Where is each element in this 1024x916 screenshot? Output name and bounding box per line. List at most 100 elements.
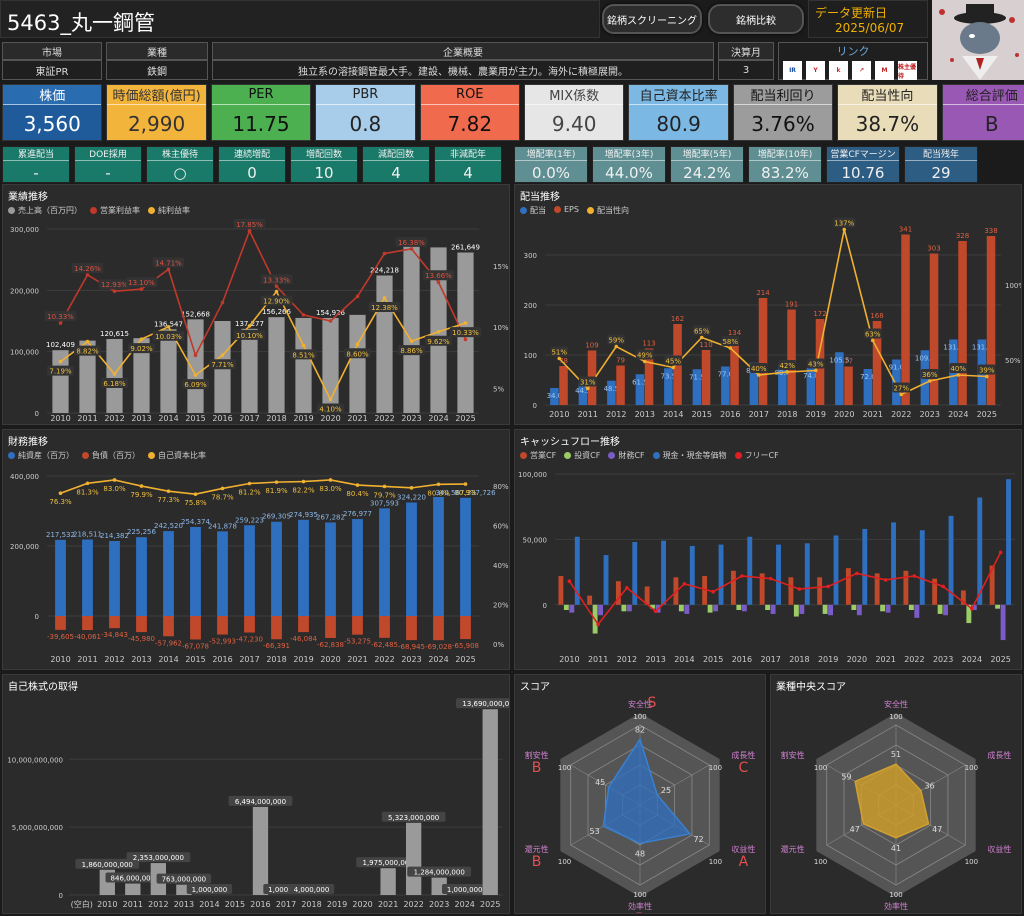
eps-bar[interactable] [559, 366, 568, 405]
eps-bar[interactable] [730, 338, 739, 405]
equity-bar[interactable] [136, 537, 147, 616]
debt-bar[interactable] [352, 616, 363, 635]
investing-cf-bar[interactable] [678, 604, 684, 612]
link-icon-4[interactable]: M [875, 61, 894, 80]
investing-cf-bar[interactable] [736, 604, 742, 610]
financing-cf-bar[interactable] [598, 604, 604, 616]
financing-cf-bar[interactable] [971, 604, 977, 610]
operating-cf-bar[interactable] [730, 570, 736, 605]
dividend-bar[interactable] [778, 364, 787, 405]
investing-cf-bar[interactable] [621, 604, 627, 612]
sales-bar[interactable] [295, 317, 312, 413]
debt-bar[interactable] [163, 616, 174, 637]
financing-cf-bar[interactable] [856, 604, 862, 616]
debt-bar[interactable] [433, 616, 444, 641]
dividend-bar[interactable] [721, 366, 730, 406]
investing-cf-bar[interactable] [650, 604, 656, 609]
buyback-bar[interactable] [252, 806, 269, 895]
investing-cf-bar[interactable] [793, 604, 799, 617]
cash-bar[interactable] [804, 543, 810, 605]
eps-bar[interactable] [616, 365, 625, 406]
eps-bar[interactable] [901, 234, 910, 406]
cash-bar[interactable] [689, 545, 695, 605]
financing-cf-bar[interactable] [741, 604, 747, 612]
financing-cf-bar[interactable] [828, 604, 834, 616]
cash-bar[interactable] [574, 536, 580, 605]
dividend-bar[interactable] [664, 368, 673, 405]
investing-cf-bar[interactable] [880, 604, 886, 612]
equity-bar[interactable] [190, 526, 201, 616]
financing-cf-bar[interactable] [914, 604, 920, 618]
equity-bar[interactable] [55, 539, 66, 616]
dividend-bar[interactable] [749, 362, 759, 405]
operating-cf-bar[interactable] [989, 565, 995, 605]
debt-bar[interactable] [460, 616, 471, 640]
financing-cf-bar[interactable] [799, 604, 805, 614]
debt-bar[interactable] [55, 616, 66, 630]
dividend-bar[interactable] [892, 359, 901, 406]
debt-bar[interactable] [244, 616, 255, 633]
investing-cf-bar[interactable] [851, 604, 857, 610]
equity-bar[interactable] [406, 502, 417, 616]
operating-cf-bar[interactable] [702, 576, 708, 605]
sales-bar[interactable] [349, 314, 366, 413]
sales-bar[interactable] [106, 339, 123, 413]
eps-bar[interactable] [844, 366, 853, 406]
buyback-bar[interactable] [125, 883, 141, 895]
cash-bar[interactable] [833, 535, 839, 605]
eps-bar[interactable] [986, 236, 996, 405]
equity-bar[interactable] [271, 521, 282, 616]
sales-bar[interactable] [160, 329, 177, 413]
financing-cf-bar[interactable] [943, 604, 949, 616]
link-icon-1[interactable]: Y [806, 61, 825, 80]
cash-bar[interactable] [747, 536, 753, 605]
eps-bar[interactable] [787, 309, 796, 406]
equity-bar[interactable] [460, 497, 471, 616]
sales-bar[interactable] [403, 245, 420, 413]
cash-bar[interactable] [718, 544, 724, 605]
financing-cf-bar[interactable] [684, 604, 690, 614]
screening-button[interactable]: 銘柄スクリーニング [602, 4, 702, 34]
cash-bar[interactable] [776, 544, 781, 605]
sales-bar[interactable] [133, 338, 150, 413]
operating-cf-bar[interactable] [587, 595, 593, 605]
financing-cf-bar[interactable] [885, 604, 891, 613]
dividend-bar[interactable] [863, 369, 873, 405]
investing-cf-bar[interactable] [937, 604, 943, 614]
buyback-bar[interactable] [405, 822, 422, 895]
dividend-bar[interactable] [692, 369, 702, 405]
financing-cf-bar[interactable] [1000, 604, 1006, 641]
operating-cf-bar[interactable] [644, 586, 650, 605]
debt-bar[interactable] [298, 616, 309, 633]
operating-cf-bar[interactable] [558, 576, 564, 605]
financing-cf-bar[interactable] [770, 604, 776, 614]
cash-bar[interactable] [1006, 479, 1011, 605]
equity-bar[interactable] [352, 519, 363, 616]
operating-cf-bar[interactable] [817, 577, 823, 605]
investing-cf-bar[interactable] [707, 604, 713, 613]
operating-cf-bar[interactable] [932, 578, 938, 605]
investing-cf-bar[interactable] [563, 604, 569, 610]
operating-cf-bar[interactable] [759, 573, 765, 605]
operating-cf-bar[interactable] [845, 568, 851, 605]
investing-cf-bar[interactable] [822, 604, 828, 614]
investing-cf-bar[interactable] [908, 604, 914, 610]
financing-cf-bar[interactable] [713, 604, 719, 612]
buyback-bar[interactable] [482, 709, 498, 895]
sales-bar[interactable] [79, 340, 96, 413]
equity-bar[interactable] [109, 540, 120, 616]
debt-bar[interactable] [271, 616, 282, 640]
debt-bar[interactable] [325, 616, 336, 638]
cash-bar[interactable] [661, 540, 666, 605]
financing-cf-bar[interactable] [569, 604, 575, 613]
equity-bar[interactable] [433, 497, 444, 616]
sales-bar[interactable] [376, 275, 393, 413]
operating-cf-bar[interactable] [615, 581, 621, 605]
sales-bar[interactable] [241, 328, 258, 413]
sales-bar[interactable] [322, 317, 339, 413]
eps-bar[interactable] [701, 350, 711, 405]
investing-cf-bar[interactable] [966, 604, 972, 624]
cash-bar[interactable] [603, 555, 609, 605]
equity-bar[interactable] [244, 525, 255, 616]
operating-cf-bar[interactable] [903, 570, 909, 605]
